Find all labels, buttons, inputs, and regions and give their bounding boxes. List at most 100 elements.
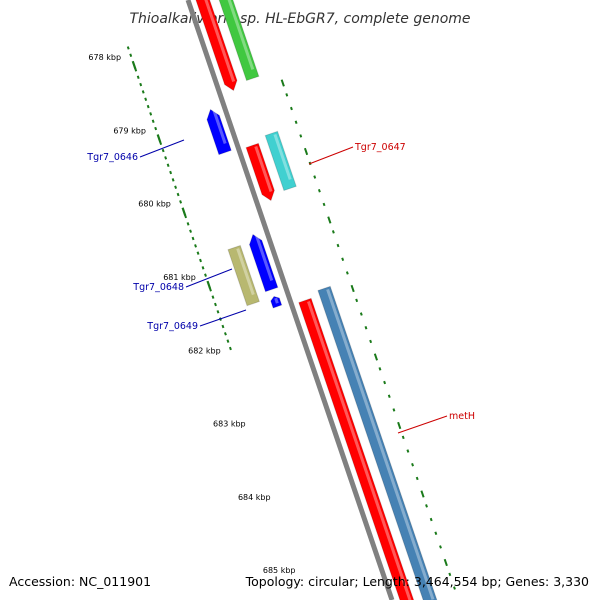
minor-tick [179,200,183,204]
kbp-label: 679 kbp [113,126,146,135]
minor-tick [420,490,425,498]
topology-text: Topology: circular; Length: 3,464,554 bp… [245,574,589,589]
kbp-label: 683 kbp [213,420,246,429]
minor-tick [322,202,326,207]
kbp-label: 682 kbp [188,346,221,355]
gene-tgr7-0646-highlight [212,110,227,145]
gene-olive [227,244,260,307]
minor-tick [184,214,188,219]
minor-tick [453,586,456,590]
minor-tick [201,266,205,270]
gene-label[interactable]: Tgr7_0649 [146,321,198,332]
minor-tick [299,134,303,138]
minor-tick [154,126,158,131]
minor-tick [161,148,165,153]
major-tick [131,60,137,70]
gene-forward-highlight [204,0,236,83]
minor-tick [164,156,168,160]
major-tick [181,207,187,216]
minor-tick [350,284,355,293]
minor-tick [429,517,433,522]
gene-steel-highlight [326,288,435,600]
gene-tgr7-0648-highlight [255,235,274,282]
minor-tick [345,271,349,275]
major-tick [206,280,212,290]
minor-tick [369,339,373,344]
label-leader-line [139,139,185,158]
minor-tick [214,302,217,307]
minor-tick [134,68,138,72]
minor-tick [174,185,178,189]
minor-tick [139,82,143,87]
ruler-ticks [126,46,460,600]
minor-tick [387,394,391,398]
kbp-label: 685 kbp [263,566,296,575]
minor-tick [229,346,232,351]
minor-tick [439,545,442,549]
minor-tick [149,112,153,116]
gene-tgr7-0647-highlight [254,146,273,193]
minor-tick [146,104,150,109]
minor-tick [211,295,215,299]
minor-tick [443,558,448,567]
gene-cyan [264,130,297,192]
minor-tick [216,310,220,314]
ruler-labels: 678 kbp 679 kbp 680 kbp 681 kbp 682 kbp 683 k… [88,53,295,575]
minor-tick [196,251,200,255]
minor-tick [331,230,335,234]
minor-tick [209,288,212,292]
minor-tick [191,236,195,241]
gene-label[interactable]: metH [449,411,475,422]
minor-tick [129,53,133,58]
gene-tgr7-0647 [245,142,275,202]
minor-tick [341,257,345,261]
gene-label[interactable]: Tgr7_0646 [86,152,138,163]
gene-features [195,0,438,600]
minor-tick [355,298,359,303]
minor-tick [327,216,332,224]
minor-tick [144,97,148,101]
gene-meth-highlight [307,301,412,600]
kbp-label: 678 kbp [88,53,121,62]
minor-tick [290,106,293,111]
minor-tick [392,408,396,412]
gene-tgr7-0646 [206,108,232,156]
minor-tick [186,222,190,226]
minor-tick [425,504,428,508]
minor-tick [280,79,285,87]
minor-tick [317,188,321,193]
minor-tick [166,163,170,167]
gene-meth [298,297,415,600]
gene-cyan-highlight [273,133,292,180]
label-leader-line [185,268,233,288]
minor-tick [336,243,340,248]
genome-backbone [185,0,395,600]
minor-tick [169,170,173,175]
kbp-label: 680 kbp [138,200,171,209]
minor-tick [359,312,363,316]
minor-tick [194,244,197,248]
gene-forward [195,0,238,92]
accession-text: Accession: NC_011901 [9,574,151,589]
minor-tick [176,192,180,197]
minor-tick [204,273,207,277]
minor-tick [415,476,419,481]
gene-rna-highlight [227,0,255,70]
minor-tick [383,380,387,385]
label-leader-line [308,146,354,165]
kbp-label: 684 kbp [238,493,271,502]
minor-tick [171,178,175,182]
gene-rna [218,0,260,82]
minor-tick [141,90,145,94]
label-leaders [139,139,448,434]
label-leader-line [199,309,247,327]
kbp-label: 681 kbp [163,273,196,282]
minor-tick [378,367,382,371]
major-tick [156,134,162,143]
minor-tick [159,141,163,145]
minor-tick [411,462,414,467]
gene-label[interactable]: Tgr7_0648 [132,282,184,293]
gene-label[interactable]: Tgr7_0647 [354,142,406,153]
minor-tick [448,572,452,577]
